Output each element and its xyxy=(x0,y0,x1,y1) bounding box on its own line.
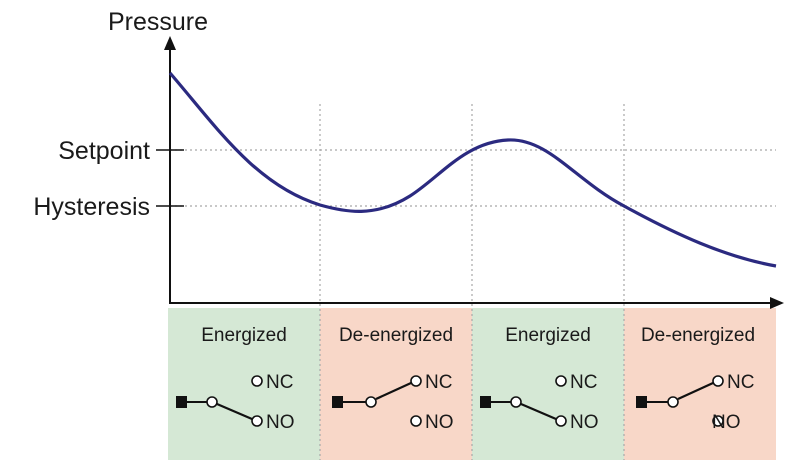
axes xyxy=(156,36,784,309)
y-axis-arrow xyxy=(164,36,176,50)
nc-contact xyxy=(410,375,422,387)
no-contact xyxy=(251,415,263,427)
setpoint-label: Setpoint xyxy=(58,137,150,165)
panel-state-label: Energized xyxy=(505,325,591,346)
nc-label: NC xyxy=(425,372,452,393)
panel-energized-2: Energized NC NO xyxy=(480,325,599,433)
nc-contact xyxy=(251,375,263,387)
switch-terminal xyxy=(480,396,491,408)
switch-symbol xyxy=(636,375,724,427)
switch-terminal xyxy=(636,396,647,408)
switch-pivot xyxy=(365,396,377,408)
panel-energized-1: Energized NC NO xyxy=(176,325,295,433)
switch-lever-to-nc xyxy=(375,381,412,401)
panel-deenergized-2: De-energized NC NO xyxy=(636,325,755,433)
panel-state-label: De-energized xyxy=(641,325,755,346)
no-contact xyxy=(712,415,724,427)
no-label: NO xyxy=(712,412,741,433)
panel-deenergized-1: De-energized NC NO xyxy=(332,325,454,433)
panel-contents: Energized NC NO De-energized xyxy=(176,325,755,433)
panel-background-2 xyxy=(320,308,472,460)
panel-background-3 xyxy=(472,308,624,460)
panel-state-label: De-energized xyxy=(339,325,453,346)
x-axis-arrow xyxy=(770,297,784,309)
switch-lever-to-no xyxy=(520,402,557,421)
switch-symbol xyxy=(176,375,263,427)
switch-lever-to-no xyxy=(216,402,253,421)
switch-symbol xyxy=(332,375,422,427)
no-contact xyxy=(410,415,422,427)
switch-terminal xyxy=(332,396,343,408)
no-label: NO xyxy=(570,412,599,433)
nc-contact xyxy=(555,375,567,387)
nc-contact xyxy=(712,375,724,387)
state-panels xyxy=(168,308,776,460)
nc-label: NC xyxy=(266,372,293,393)
nc-label: NC xyxy=(727,372,754,393)
no-label: NO xyxy=(425,412,454,433)
no-label: NO xyxy=(266,412,295,433)
switch-terminal xyxy=(176,396,187,408)
hysteresis-label: Hysteresis xyxy=(33,193,150,221)
switch-pivot xyxy=(510,396,522,408)
panel-state-label: Energized xyxy=(201,325,287,346)
panel-background-1 xyxy=(168,308,320,460)
switch-pivot xyxy=(667,396,679,408)
switch-pivot xyxy=(206,396,218,408)
grid-lines xyxy=(170,104,776,460)
pressure-curve xyxy=(168,71,777,268)
switch-symbol xyxy=(480,375,567,427)
y-axis-label: Pressure xyxy=(108,8,208,36)
nc-label: NC xyxy=(570,372,597,393)
switch-lever-to-nc xyxy=(677,381,714,401)
panel-background-4 xyxy=(624,308,776,460)
no-contact xyxy=(555,415,567,427)
